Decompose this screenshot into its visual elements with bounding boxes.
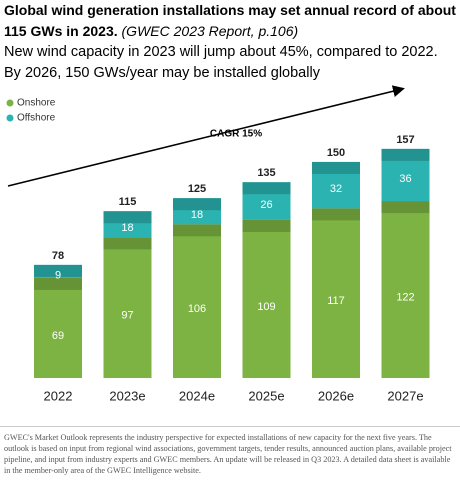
bar-segment — [312, 208, 360, 378]
value-label: 97 — [121, 310, 133, 322]
legend-label: Offshore — [17, 113, 56, 124]
bar-shade — [312, 208, 360, 221]
x-tick-label: 2023e — [109, 388, 145, 403]
total-label: 135 — [257, 167, 275, 179]
separator — [0, 426, 460, 427]
bar-segment — [103, 237, 152, 378]
bar-shade — [173, 224, 221, 237]
bar-shade — [381, 148, 430, 161]
total-label: 115 — [119, 196, 137, 208]
total-label: 157 — [396, 134, 414, 146]
source: (GWEC 2023 Report, p.106) — [121, 23, 299, 39]
footnote: GWEC's Market Outlook represents the ind… — [4, 433, 452, 475]
bar-segment — [242, 219, 291, 378]
bar-shade — [242, 182, 291, 195]
header: Global wind generation installations may… — [4, 0, 458, 84]
value-label: 26 — [260, 199, 272, 211]
x-tick-label: 2024e — [179, 388, 215, 403]
x-tick-label: 2027e — [387, 388, 423, 403]
value-label: 117 — [327, 295, 345, 307]
bar-shade — [381, 201, 430, 214]
x-tick-label: 2022 — [44, 388, 73, 403]
bar-segment — [34, 277, 82, 378]
value-label: 9 — [55, 269, 61, 281]
annotation: CAGR 15% — [210, 129, 262, 140]
total-label: 150 — [327, 147, 345, 159]
bar-shade — [103, 237, 152, 250]
value-label: 18 — [191, 209, 203, 221]
bar-shade — [34, 277, 82, 290]
legend-label: Onshore — [17, 98, 56, 109]
legend-swatch — [6, 99, 14, 107]
bar-shade — [242, 219, 291, 232]
value-label: 18 — [121, 222, 133, 234]
x-tick-label: 2026e — [318, 388, 354, 403]
trend-arrow — [7, 85, 405, 187]
bar-shade — [173, 198, 221, 211]
total-label: 125 — [188, 183, 206, 195]
bar-shade — [312, 161, 360, 174]
total-label: 78 — [52, 250, 64, 262]
value-label: 106 — [188, 303, 206, 315]
value-label: 109 — [257, 301, 275, 313]
x-tick-label: 2025e — [248, 388, 284, 403]
bar-shade — [103, 211, 152, 224]
value-label: 69 — [52, 330, 64, 342]
bar-segment — [381, 201, 430, 378]
chart: CAGR 15% Onshore Offshore 69 9 78 2022 97 18 115… — [6, 85, 430, 403]
bar-shade — [34, 264, 82, 277]
chart-title: Global wind generation installations may… — [4, 2, 456, 39]
value-label: 122 — [396, 291, 414, 303]
value-label: 32 — [330, 183, 342, 195]
bar-segment — [173, 224, 221, 378]
value-label: 36 — [399, 173, 411, 185]
subtitle: New wind capacity in 2023 will jump abou… — [4, 44, 438, 81]
legend-swatch — [6, 114, 14, 122]
